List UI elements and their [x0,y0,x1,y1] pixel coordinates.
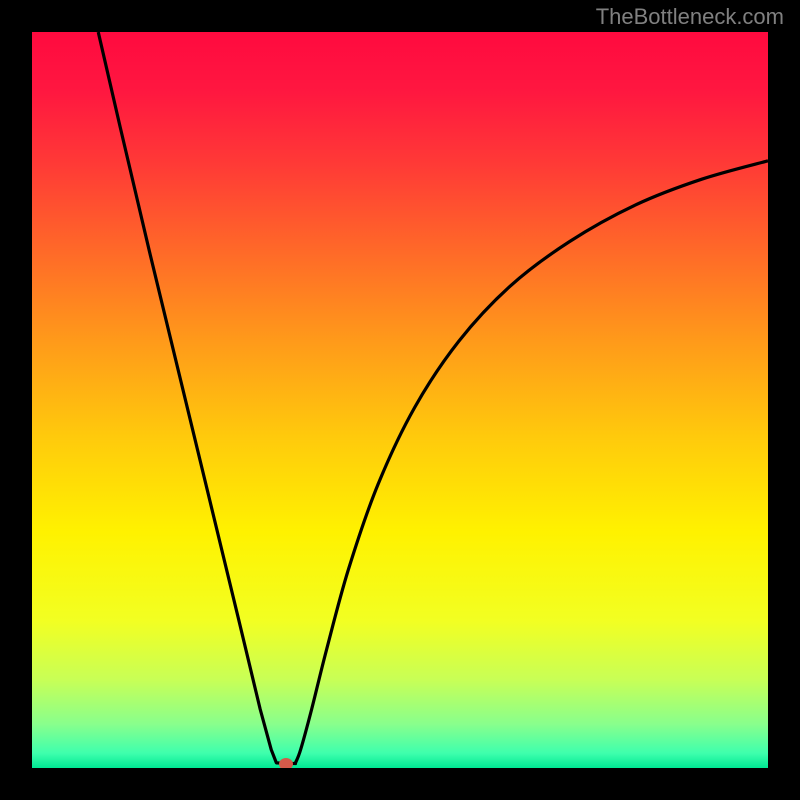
optimal-point-marker [279,758,293,768]
chart-frame: TheBottleneck.com [0,0,800,800]
watermark-text: TheBottleneck.com [596,4,784,30]
plot-area [32,32,768,768]
bottleneck-curve [32,32,768,768]
